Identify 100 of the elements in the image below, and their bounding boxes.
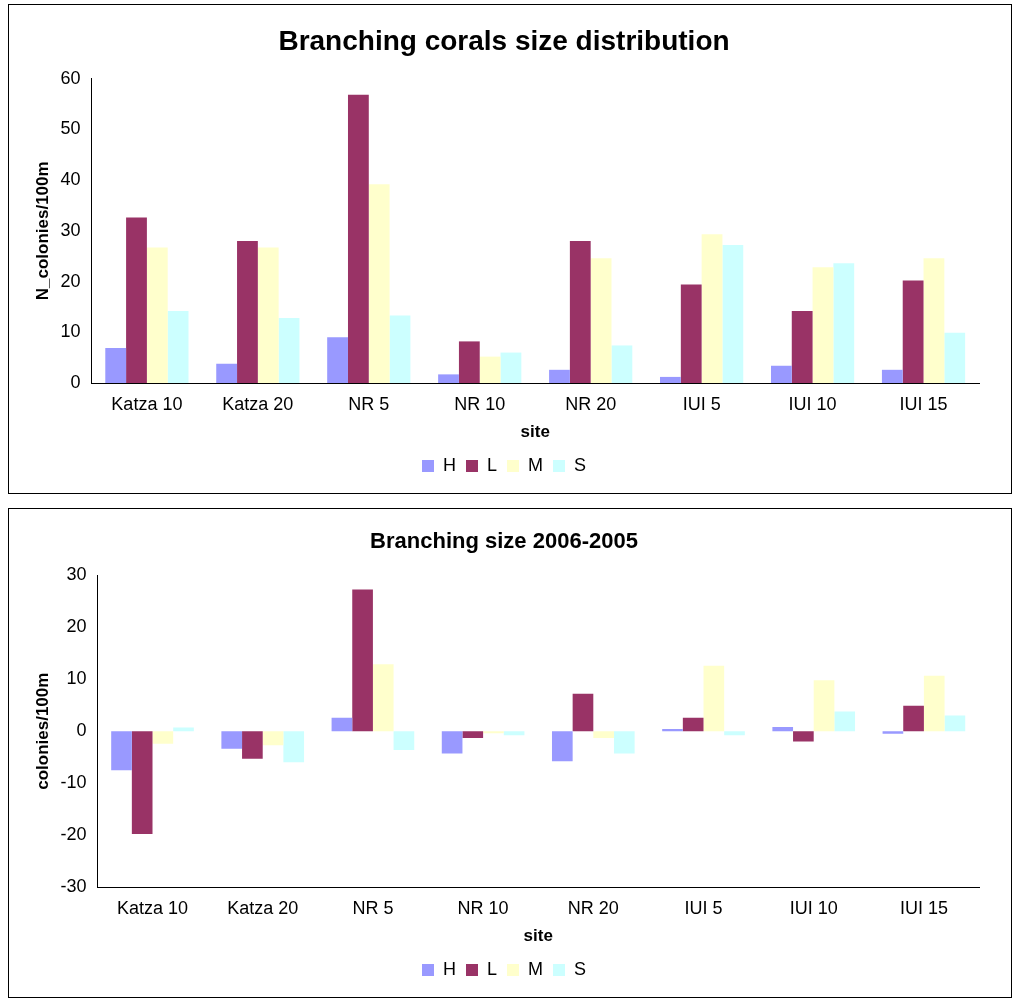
bar: [590, 258, 612, 383]
y-tick-label: 0: [76, 720, 87, 741]
y-tick-label: -20: [60, 824, 87, 845]
legend-label: H: [443, 958, 456, 979]
bar: [216, 363, 238, 383]
legend-label: M: [528, 454, 543, 475]
bar: [441, 731, 463, 754]
bar: [242, 731, 263, 759]
bar: [462, 731, 484, 738]
y-tick-label: 30: [66, 564, 87, 585]
bar: [389, 315, 411, 383]
x-tick-label: IUI 15: [899, 897, 948, 918]
bar: [126, 217, 147, 383]
bar: [131, 731, 153, 835]
bar: [283, 731, 305, 763]
bar: [882, 731, 904, 734]
bar: [902, 280, 924, 383]
x-tick-label: NR 5: [352, 897, 394, 918]
bar: [237, 240, 258, 383]
legend-label: L: [486, 454, 498, 475]
y-tick-label: 60: [60, 67, 81, 88]
x-tick-label: IUI 10: [789, 897, 838, 918]
x-tick-label: NR 20: [567, 897, 619, 918]
x-tick-label: IUI 5: [682, 393, 721, 414]
legend-label: H: [443, 454, 456, 475]
y-tick-label: 40: [60, 169, 81, 190]
y-tick-label: 30: [60, 219, 81, 240]
bar: [551, 731, 573, 762]
bar: [680, 284, 702, 383]
bar: [393, 731, 415, 750]
bar: [111, 731, 132, 771]
bar: [167, 310, 189, 383]
bar: [438, 374, 459, 383]
bar: [923, 258, 945, 383]
bar: [152, 731, 174, 744]
x-tick-label: Katza 10: [116, 897, 189, 918]
bar: [221, 731, 243, 749]
x-tick-label: IUI 15: [899, 393, 948, 414]
legend-label: M: [528, 958, 543, 979]
y-tick-label: -30: [60, 875, 87, 896]
y-tick-label: 10: [66, 668, 87, 689]
bar: [549, 369, 570, 383]
bar: [352, 589, 373, 732]
bar: [770, 365, 792, 383]
y-tick-label: 20: [60, 270, 81, 291]
bar: [834, 711, 856, 732]
y-tick-label: 0: [70, 371, 81, 392]
bar: [500, 352, 522, 383]
bar: [331, 717, 353, 732]
bar: [146, 247, 168, 383]
bar: [724, 731, 745, 736]
bar: [278, 318, 300, 383]
bar: [483, 731, 504, 734]
bar: [660, 376, 681, 383]
y-axis-title: colonies/100m: [32, 672, 52, 790]
bar: [372, 664, 394, 732]
x-tick-label: NR 10: [457, 897, 509, 918]
chart-title: Branching corals size distribution: [278, 24, 730, 56]
x-tick-label: IUI 10: [788, 393, 837, 414]
x-tick-label: IUI 5: [684, 897, 723, 918]
y-axis-title: N_colonies/100m: [32, 161, 52, 301]
bar: [347, 94, 369, 383]
bar: [262, 731, 284, 746]
bar: [458, 341, 480, 383]
bar: [611, 345, 633, 383]
bar: [368, 184, 390, 383]
bar: [572, 693, 594, 732]
x-tick-label: NR 10: [454, 393, 506, 414]
bar: [703, 665, 725, 732]
legend-label: S: [574, 958, 587, 979]
bar: [944, 715, 966, 732]
bar: [701, 234, 723, 383]
bar: [812, 267, 834, 383]
bar: [903, 705, 924, 732]
y-tick-label: 10: [60, 321, 81, 342]
bar: [105, 347, 127, 383]
y-tick-label: 50: [60, 118, 81, 139]
legend-label: S: [574, 454, 587, 475]
bar: [682, 717, 704, 732]
bar: [813, 680, 835, 732]
bar: [722, 245, 744, 383]
legend-label: L: [486, 958, 498, 979]
bar: [479, 356, 501, 383]
bar: [327, 337, 348, 383]
bar: [569, 240, 591, 383]
bar: [881, 369, 903, 383]
bar: [944, 332, 966, 383]
bar: [772, 727, 794, 732]
bar: [923, 675, 945, 732]
y-tick-label: 20: [66, 616, 87, 637]
x-tick-label: Katza 10: [111, 393, 183, 414]
x-tick-label: NR 5: [348, 393, 390, 414]
bar: [613, 731, 635, 754]
bar: [593, 731, 614, 738]
x-tick-label: Katza 20: [222, 393, 294, 414]
x-tick-label: NR 20: [565, 393, 617, 414]
y-tick-label: -10: [60, 772, 87, 793]
x-tick-label: Katza 20: [227, 897, 299, 918]
chart-title: Branching size 2006-2005: [370, 528, 638, 554]
bar: [791, 310, 813, 383]
